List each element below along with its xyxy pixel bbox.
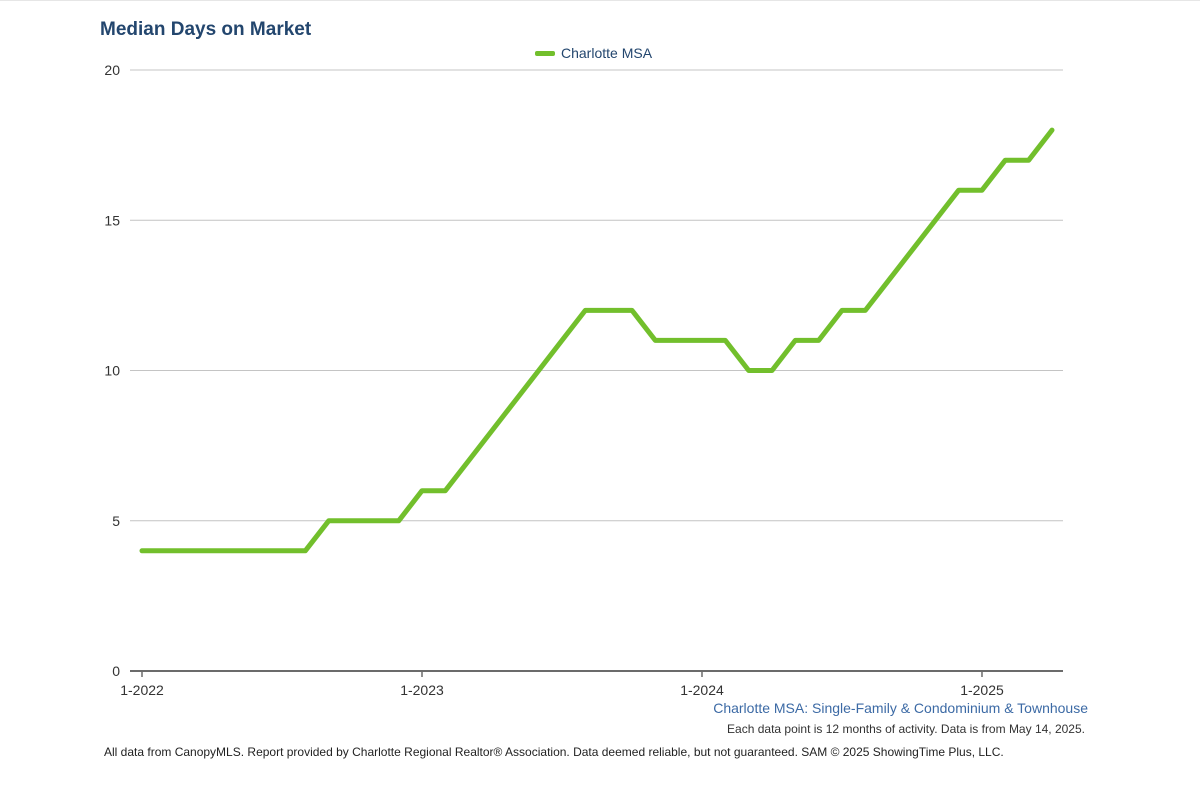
x-tick-label-1-2025: 1-2025 [960,682,1004,698]
y-tick-label-10: 10 [104,363,120,379]
chart-title: Median Days on Market [100,19,312,40]
legend-swatch-charlotte-msa [535,50,555,56]
x-tick-label-1-2024: 1-2024 [680,682,724,698]
y-tick-label-0: 0 [112,663,120,679]
top-divider [0,0,1200,1]
x-tick-label-1-2022: 1-2022 [120,682,164,698]
chart-subtitle: Charlotte MSA: Single-Family & Condomini… [713,700,1088,716]
legend-label-charlotte-msa: Charlotte MSA [561,45,653,61]
legend: Charlotte MSA [535,45,652,61]
y-tick-label-20: 20 [104,62,120,78]
x-tick-label-1-2023: 1-2023 [400,682,444,698]
y-tick-label-5: 5 [112,513,120,529]
series-line-charlotte-msa [139,127,1055,554]
footer-disclaimer: All data from CanopyMLS. Report provided… [104,745,1004,759]
data-note: Each data point is 12 months of activity… [727,722,1085,736]
y-tick-label-15: 15 [104,212,120,228]
